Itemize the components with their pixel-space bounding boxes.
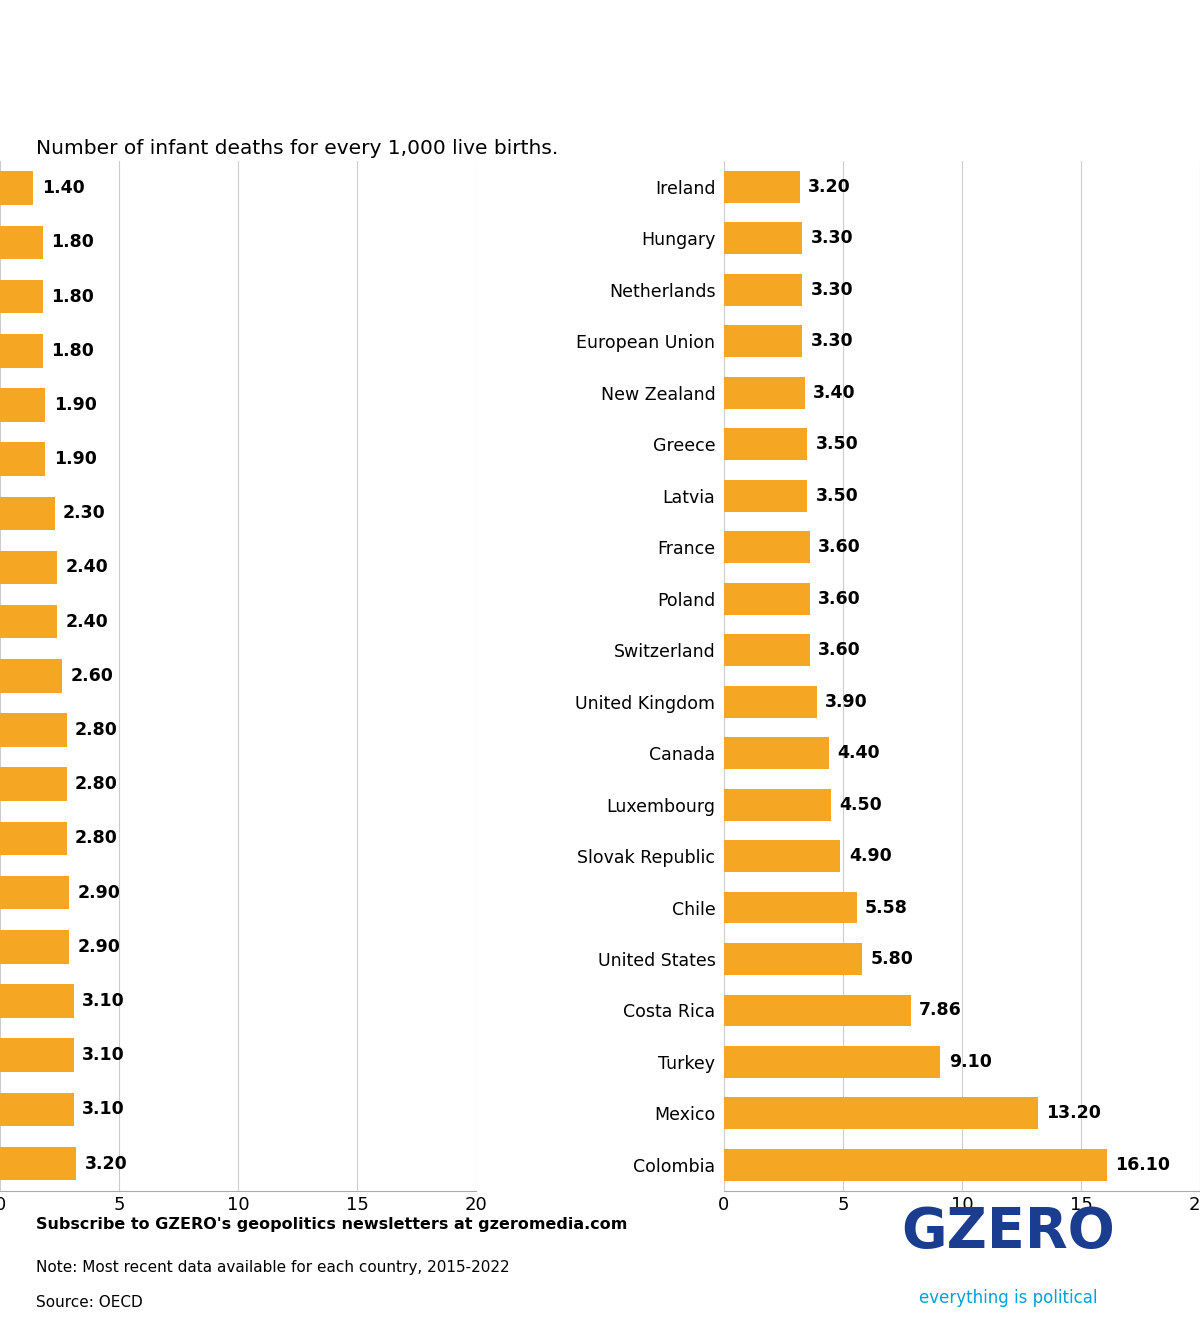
Text: 1.90: 1.90 <box>54 450 96 468</box>
Text: Infant mortality in the OECD: Infant mortality in the OECD <box>36 36 1200 108</box>
Bar <box>724 1149 1108 1181</box>
Text: 3.60: 3.60 <box>818 589 860 608</box>
Bar <box>0 822 67 855</box>
Text: 3.60: 3.60 <box>818 641 860 659</box>
Text: 2.40: 2.40 <box>66 613 108 631</box>
Text: 1.80: 1.80 <box>52 342 94 359</box>
Text: Number of infant deaths for every 1,000 live births.: Number of infant deaths for every 1,000 … <box>36 139 558 158</box>
Bar <box>0 1038 74 1071</box>
Text: 5.58: 5.58 <box>865 899 908 916</box>
Bar <box>724 891 857 923</box>
Bar <box>0 659 62 692</box>
Bar <box>0 389 46 422</box>
Bar <box>724 377 805 409</box>
Bar <box>0 550 58 584</box>
Bar <box>0 279 43 314</box>
Text: 13.20: 13.20 <box>1046 1105 1102 1122</box>
Text: 3.10: 3.10 <box>82 993 125 1010</box>
Bar <box>724 274 803 306</box>
Text: 3.40: 3.40 <box>814 383 856 402</box>
Text: Source: OECD: Source: OECD <box>36 1296 143 1311</box>
Bar <box>0 1146 76 1180</box>
Bar <box>724 1097 1038 1129</box>
Bar <box>724 532 810 564</box>
Text: 3.60: 3.60 <box>818 538 860 556</box>
Bar <box>0 226 43 259</box>
Text: 2.80: 2.80 <box>74 721 118 739</box>
Text: 3.20: 3.20 <box>84 1154 127 1173</box>
Text: 2.80: 2.80 <box>74 775 118 794</box>
Bar <box>0 876 70 910</box>
Bar <box>0 497 55 530</box>
Bar <box>0 605 58 639</box>
Text: 3.50: 3.50 <box>816 486 858 505</box>
Bar <box>724 943 862 975</box>
Text: 5.80: 5.80 <box>870 950 913 969</box>
Text: 3.50: 3.50 <box>816 436 858 453</box>
Bar <box>724 171 800 203</box>
Text: 1.80: 1.80 <box>52 287 94 306</box>
Bar <box>0 171 34 204</box>
Bar <box>724 222 803 254</box>
Text: 4.90: 4.90 <box>848 847 892 864</box>
Text: 1.90: 1.90 <box>54 395 96 414</box>
Bar <box>724 788 830 820</box>
Bar <box>0 1093 74 1126</box>
Text: 3.30: 3.30 <box>811 230 853 247</box>
Text: 2.90: 2.90 <box>77 938 120 955</box>
Text: 9.10: 9.10 <box>949 1053 991 1071</box>
Text: 4.50: 4.50 <box>839 795 882 814</box>
Text: GZERO: GZERO <box>901 1205 1115 1260</box>
Text: everything is political: everything is political <box>919 1289 1097 1308</box>
Text: 3.30: 3.30 <box>811 281 853 299</box>
Bar <box>0 930 70 963</box>
Text: 1.80: 1.80 <box>52 234 94 251</box>
Text: 16.10: 16.10 <box>1116 1156 1170 1174</box>
Text: 3.90: 3.90 <box>826 692 868 711</box>
Bar <box>724 429 808 460</box>
Text: 2.80: 2.80 <box>74 830 118 847</box>
Bar <box>724 1046 941 1078</box>
Bar <box>724 582 810 615</box>
Text: 7.86: 7.86 <box>919 1002 962 1019</box>
Text: 3.10: 3.10 <box>82 1046 125 1065</box>
Bar <box>0 334 43 367</box>
Text: 2.30: 2.30 <box>64 504 106 522</box>
Text: Subscribe to GZERO's geopolitics newsletters at gzeromedia.com: Subscribe to GZERO's geopolitics newslet… <box>36 1217 628 1232</box>
Text: 2.90: 2.90 <box>77 883 120 902</box>
Bar <box>724 994 911 1026</box>
Bar <box>0 767 67 802</box>
Text: 2.60: 2.60 <box>71 667 113 685</box>
Text: Note: Most recent data available for each country, 2015-2022: Note: Most recent data available for eac… <box>36 1260 510 1276</box>
Bar <box>724 325 803 357</box>
Text: 1.40: 1.40 <box>42 179 84 198</box>
Bar <box>724 635 810 667</box>
Bar <box>724 480 808 512</box>
Bar <box>0 713 67 747</box>
Bar <box>0 985 74 1018</box>
Bar <box>724 737 828 770</box>
Text: 3.20: 3.20 <box>809 178 851 196</box>
Text: 2.40: 2.40 <box>66 558 108 577</box>
Text: 4.40: 4.40 <box>836 744 880 762</box>
Text: 3.10: 3.10 <box>82 1101 125 1118</box>
Bar <box>0 442 46 476</box>
Bar <box>724 685 817 717</box>
Bar <box>724 840 840 872</box>
Text: 3.30: 3.30 <box>811 333 853 350</box>
